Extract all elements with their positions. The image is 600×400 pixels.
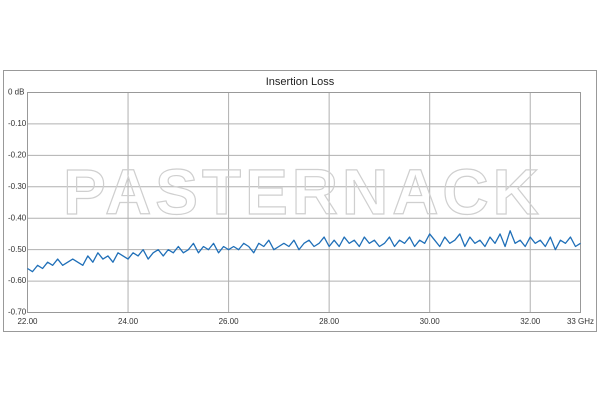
y-tick-label: -0.10 (8, 119, 27, 128)
y-tick-label: -0.50 (8, 245, 27, 254)
y-tick-label: 0 dB (8, 88, 24, 97)
y-tick-label: -0.70 (8, 308, 27, 317)
y-tick-label: -0.60 (8, 276, 27, 285)
watermark: PASTERNACK (63, 156, 543, 228)
x-tick-label: 32.00 (520, 317, 541, 326)
data-line (27, 230, 581, 273)
chart-frame (3, 70, 597, 332)
x-tick-label: 26.00 (219, 317, 240, 326)
y-tick-label: -0.30 (8, 182, 27, 191)
chart-title: Insertion Loss (266, 76, 335, 88)
y-tick-label: -0.20 (8, 150, 27, 159)
x-tick-label: 24.00 (118, 317, 139, 326)
x-tick-label: 22.00 (17, 317, 38, 326)
x-tick-label: 30.00 (420, 317, 441, 326)
x-tick-label: 33 GHz (567, 317, 594, 326)
x-tick-label: 28.00 (319, 317, 340, 326)
plot-border (27, 92, 581, 313)
y-tick-label: -0.40 (8, 213, 27, 222)
